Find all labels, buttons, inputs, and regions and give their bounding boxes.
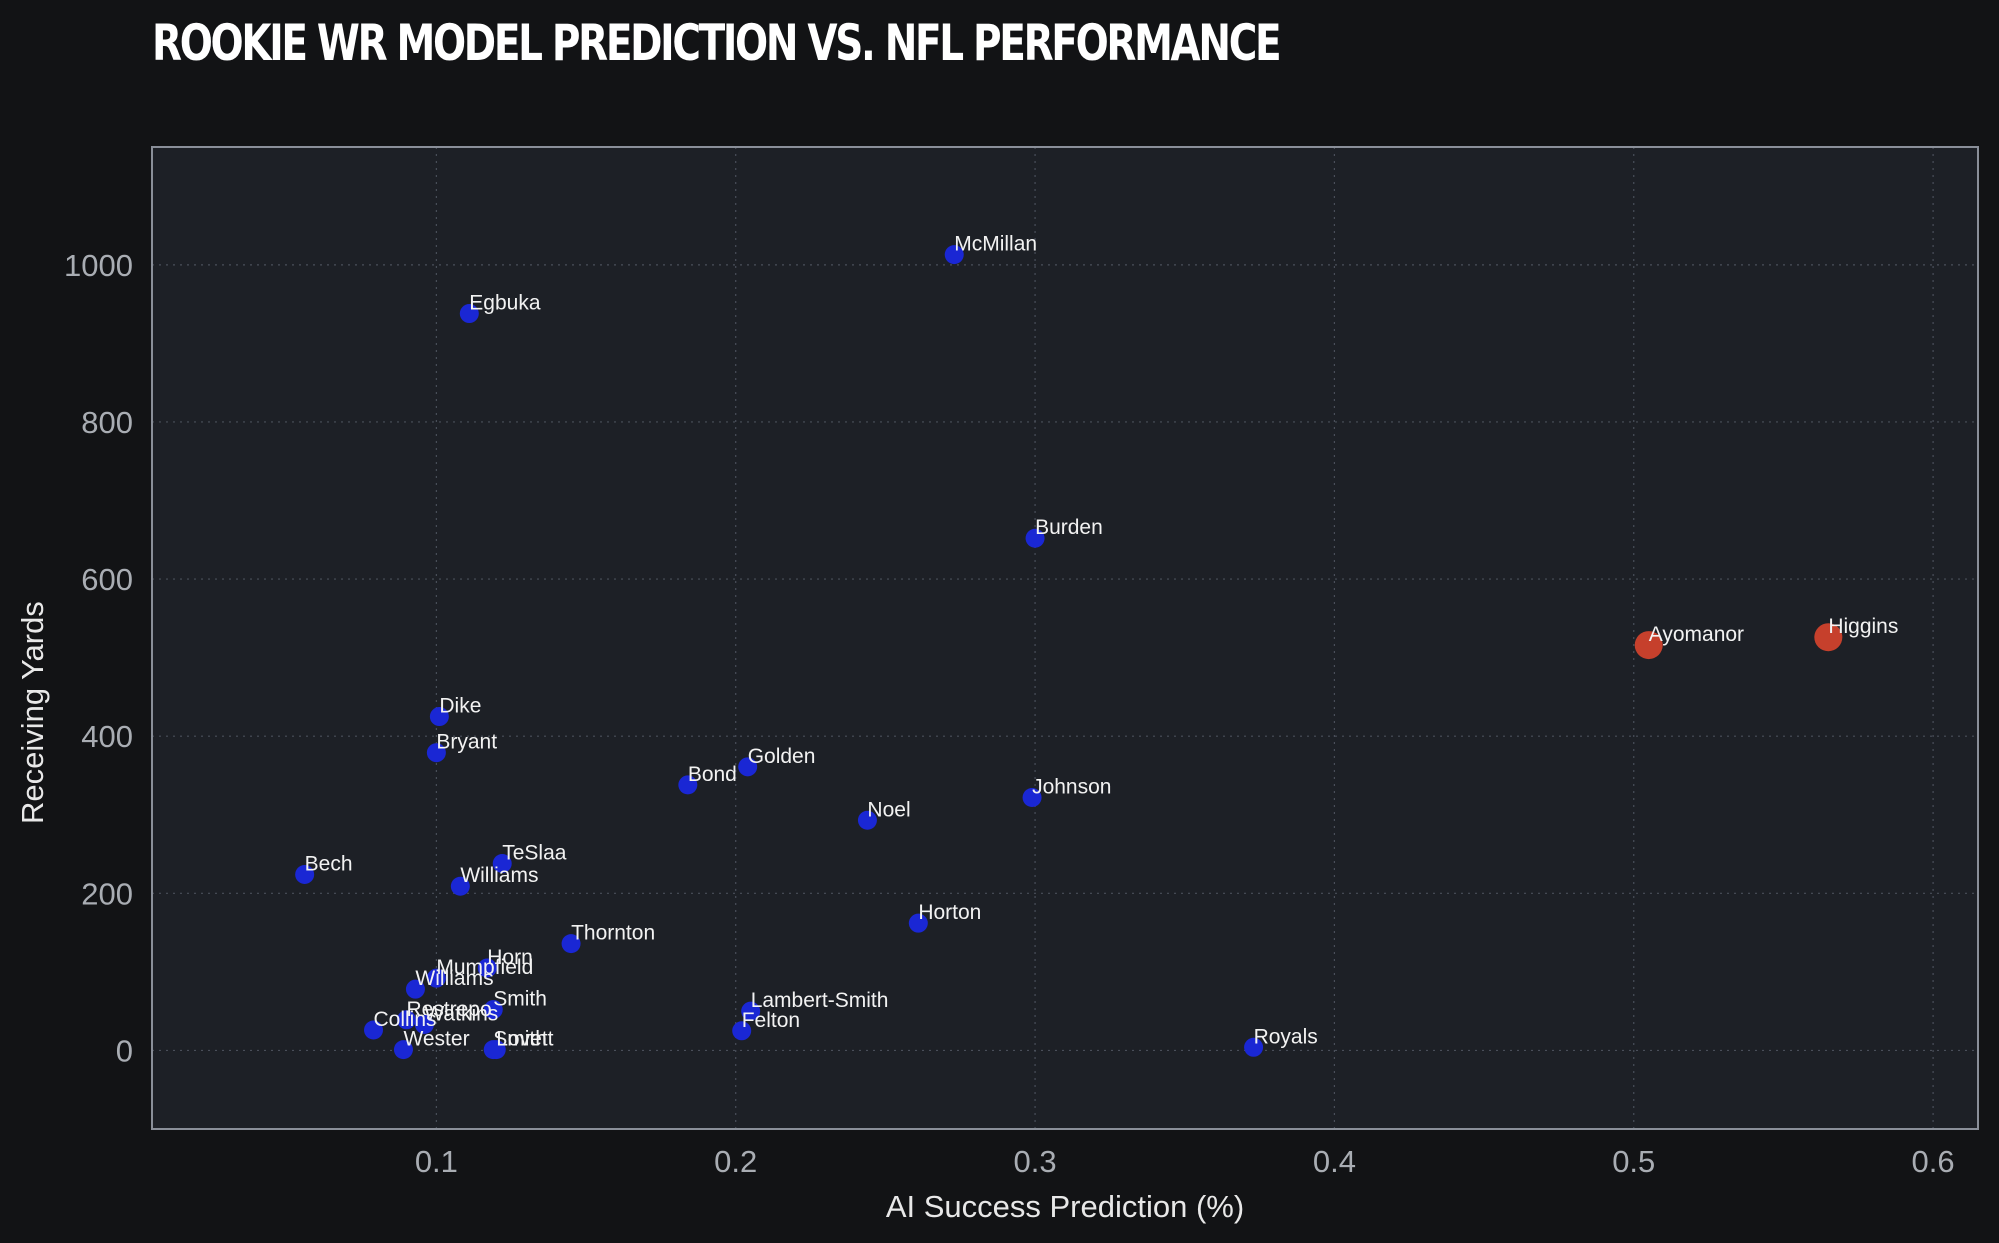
- x-tick-label: 0.6: [1912, 1144, 1955, 1179]
- data-point: [295, 864, 315, 884]
- data-point-label: Restrepo: [406, 998, 491, 1021]
- data-point-label: Bech: [305, 852, 353, 875]
- data-point-label: Collins: [374, 1008, 437, 1031]
- data-point-label: Ayomanor: [1649, 623, 1744, 646]
- data-point: [738, 757, 758, 777]
- data-point: [393, 1040, 413, 1060]
- data-point: [477, 958, 497, 978]
- data-point: [414, 1015, 434, 1035]
- data-point: [426, 968, 446, 988]
- data-point-label: Lambert-Smith: [751, 989, 889, 1012]
- y-tick-label: 600: [81, 562, 133, 597]
- x-axis-ticks: 0.1 0.2 0.3 0.4 0.5 0.6: [415, 1144, 1955, 1179]
- data-point: [429, 707, 449, 727]
- y-tick-label: 200: [81, 876, 133, 911]
- data-point: [1022, 787, 1042, 807]
- data-point-label: McMillan: [954, 233, 1037, 256]
- data-point: [908, 913, 928, 933]
- plot-area: [152, 147, 1978, 1129]
- data-point-label: Golden: [748, 745, 816, 768]
- data-point: [741, 1001, 761, 1021]
- data-point: [364, 1020, 384, 1040]
- data-point: [396, 1010, 416, 1030]
- data-points: McMillan Egbuka Burden Ayomanor Higgins Dike B…: [295, 233, 1898, 1060]
- data-point-label: Bryant: [436, 731, 497, 754]
- y-axis-label: Receiving Yards: [15, 601, 50, 824]
- data-point-label: Higgins: [1828, 615, 1898, 638]
- data-point-label: Burden: [1035, 516, 1103, 539]
- data-point-label: Smith: [493, 988, 547, 1011]
- x-tick-label: 0.3: [1014, 1144, 1057, 1179]
- x-axis-label: AI Success Prediction (%): [886, 1189, 1244, 1224]
- y-tick-label: 400: [81, 719, 133, 754]
- data-point-label: Smith: [493, 1028, 547, 1051]
- data-point-label: Lovett: [496, 1028, 553, 1051]
- x-tick-label: 0.2: [714, 1144, 757, 1179]
- data-point-label: Felton: [742, 1009, 800, 1032]
- data-point-label: Horn: [487, 946, 533, 969]
- data-point: [405, 979, 425, 999]
- y-tick-label: 800: [81, 405, 133, 440]
- data-point-label: Royals: [1254, 1025, 1318, 1048]
- data-point-label: Dike: [439, 695, 481, 718]
- data-point-label: Noel: [867, 798, 910, 821]
- data-point: [857, 810, 877, 830]
- data-point: [1244, 1037, 1264, 1057]
- data-point: [561, 934, 581, 954]
- data-point: [459, 304, 479, 324]
- data-point: [732, 1021, 752, 1041]
- data-point: [483, 1000, 503, 1020]
- data-point: [426, 743, 446, 763]
- data-point: [486, 1040, 506, 1060]
- data-point: [1814, 623, 1843, 652]
- data-point: [678, 775, 698, 795]
- y-tick-label: 0: [116, 1033, 133, 1068]
- x-tick-label: 0.5: [1612, 1144, 1655, 1179]
- plot-frame: [151, 146, 1979, 1130]
- y-tick-label: 1000: [64, 248, 133, 283]
- data-point: [1634, 631, 1663, 660]
- data-point: [944, 245, 964, 265]
- data-point: [492, 853, 512, 873]
- x-tick-label: 0.1: [415, 1144, 458, 1179]
- data-point-label: Williams: [460, 864, 538, 887]
- data-point-label: TeSlaa: [502, 841, 567, 864]
- data-point-label: Horton: [918, 901, 981, 924]
- data-point: [450, 876, 470, 896]
- data-point-label: Bond: [688, 763, 737, 786]
- data-point-label: Thornton: [571, 922, 655, 945]
- gridlines: [152, 147, 1978, 1129]
- data-point-label: Watkins: [424, 1003, 498, 1026]
- y-axis-ticks: 0 200 400 600 800 1000: [64, 248, 133, 1069]
- data-point: [1025, 528, 1045, 548]
- data-point-label: Williams: [415, 967, 493, 990]
- data-point-label: Egbuka: [469, 292, 541, 315]
- x-tick-label: 0.4: [1313, 1144, 1356, 1179]
- chart-title: ROOKIE WR MODEL PREDICTION VS. NFL PERFO…: [152, 14, 1282, 72]
- data-point-label: Johnson: [1032, 775, 1111, 798]
- data-point-label: Mumpfield: [436, 956, 533, 979]
- data-point-label: Wester: [403, 1028, 469, 1051]
